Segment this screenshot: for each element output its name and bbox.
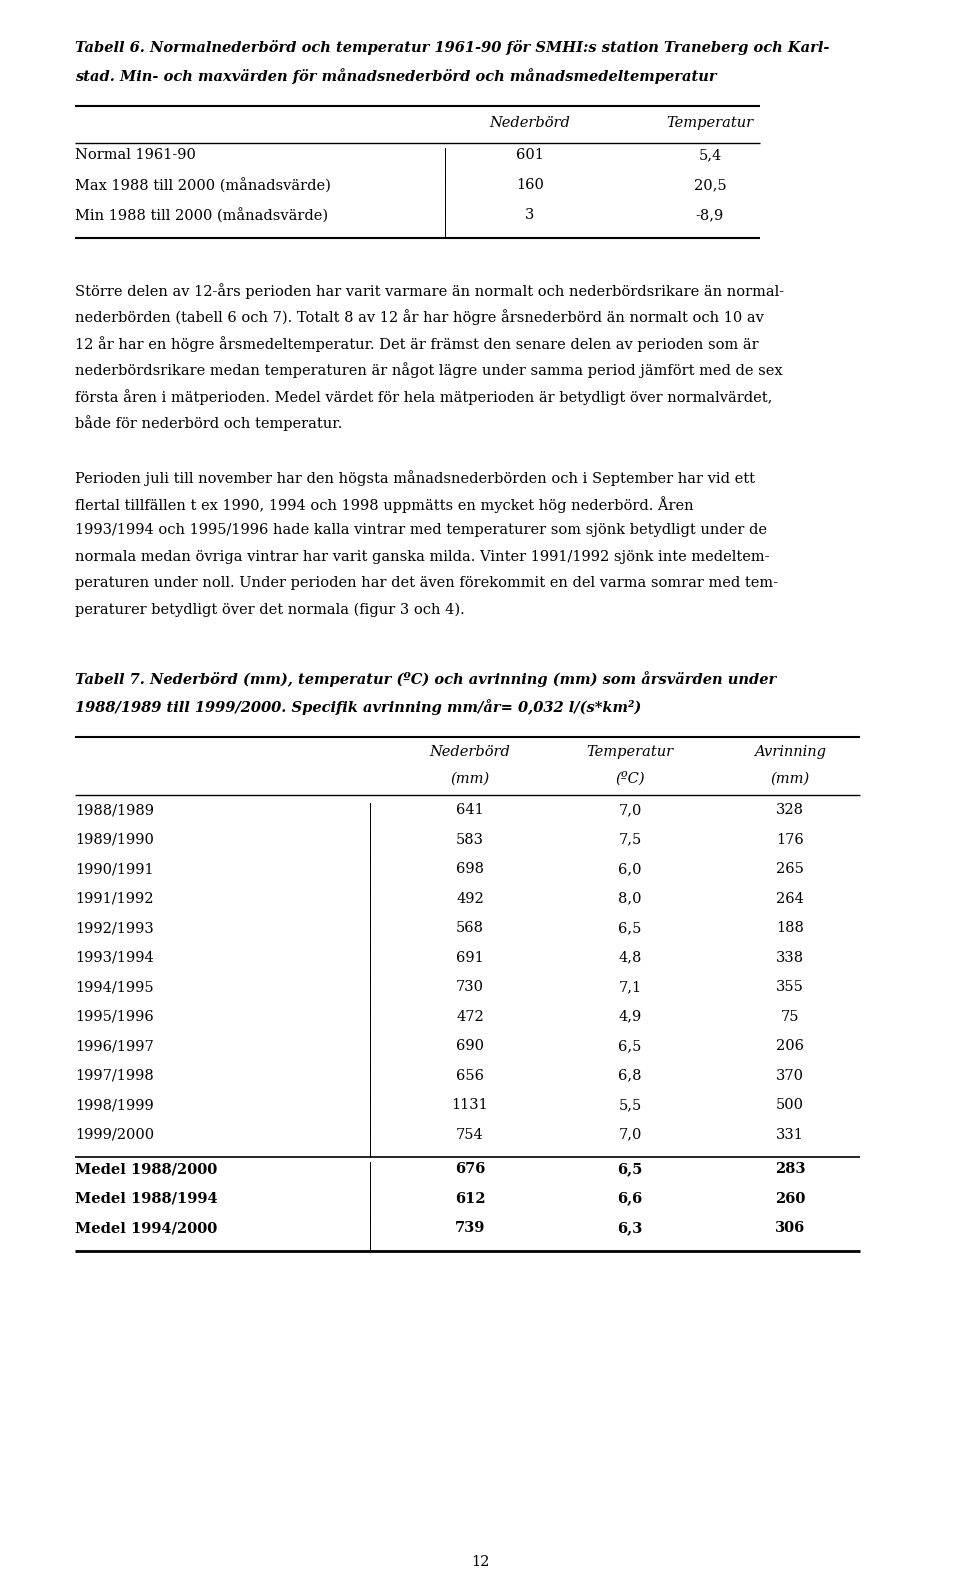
Text: flertal tillfällen t ex 1990, 1994 och 1998 uppmätts en mycket hög nederbörd. År: flertal tillfällen t ex 1990, 1994 och 1… [75,497,694,514]
Text: -8,9: -8,9 [696,207,724,221]
Text: 656: 656 [456,1068,484,1082]
Text: Medel 1994/2000: Medel 1994/2000 [75,1221,217,1236]
Text: 283: 283 [775,1163,805,1175]
Text: första åren i mätperioden. Medel värdet för hela mätperioden är betydligt över n: första åren i mätperioden. Medel värdet … [75,389,773,405]
Text: Nederbörd: Nederbörd [490,115,570,130]
Text: Tabell 6. Normalnederbörd och temperatur 1961-90 för SMHI:s station Traneberg oc: Tabell 6. Normalnederbörd och temperatur… [75,40,829,55]
Text: 370: 370 [776,1068,804,1082]
Text: 188: 188 [776,921,804,935]
Text: 5,5: 5,5 [618,1098,641,1112]
Text: 4,8: 4,8 [618,951,641,965]
Text: 1994/1995: 1994/1995 [75,979,154,993]
Text: 338: 338 [776,951,804,965]
Text: 176: 176 [776,832,804,846]
Text: 1999/2000: 1999/2000 [75,1128,155,1142]
Text: 1991/1992: 1991/1992 [75,892,154,905]
Text: peraturer betydligt över det normala (figur 3 och 4).: peraturer betydligt över det normala (fi… [75,603,465,617]
Text: normala medan övriga vintrar har varit ganska milda. Vinter 1991/1992 sjönk inte: normala medan övriga vintrar har varit g… [75,549,770,563]
Text: nederbörden (tabell 6 och 7). Totalt 8 av 12 år har högre årsnederbörd än normal: nederbörden (tabell 6 och 7). Totalt 8 a… [75,310,764,326]
Text: Större delen av 12-års perioden har varit varmare än normalt och nederbördsrikar: Större delen av 12-års perioden har vari… [75,283,784,299]
Text: Tabell 7. Nederbörd (mm), temperatur (ºC) och avrinning (mm) som årsvärden under: Tabell 7. Nederbörd (mm), temperatur (ºC… [75,671,777,687]
Text: Medel 1988/2000: Medel 1988/2000 [75,1163,217,1175]
Text: 6,6: 6,6 [617,1191,642,1205]
Text: 1992/1993: 1992/1993 [75,921,154,935]
Text: 7,1: 7,1 [618,979,641,993]
Text: både för nederbörd och temperatur.: både för nederbörd och temperatur. [75,416,343,432]
Text: Nederbörd: Nederbörd [429,745,511,759]
Text: 264: 264 [776,892,804,905]
Text: 739: 739 [455,1221,485,1236]
Text: Temperatur: Temperatur [587,745,674,759]
Text: 698: 698 [456,862,484,876]
Text: (mm): (mm) [450,772,490,786]
Text: 568: 568 [456,921,484,935]
Text: 75: 75 [780,1009,800,1024]
Text: 12 år har en högre årsmedeltemperatur. Det är främst den senare delen av periode: 12 år har en högre årsmedeltemperatur. D… [75,335,758,351]
Text: 7,5: 7,5 [618,832,641,846]
Text: 1989/1990: 1989/1990 [75,832,154,846]
Text: 1131: 1131 [451,1098,489,1112]
Text: 1995/1996: 1995/1996 [75,1009,154,1024]
Text: 472: 472 [456,1009,484,1024]
Text: 7,0: 7,0 [618,804,641,816]
Text: 328: 328 [776,804,804,816]
Text: 6,5: 6,5 [618,921,641,935]
Text: 1993/1994 och 1995/1996 hade kalla vintrar med temperaturer som sjönk betydligt : 1993/1994 och 1995/1996 hade kalla vintr… [75,524,767,536]
Text: 7,0: 7,0 [618,1128,641,1142]
Text: 331: 331 [776,1128,804,1142]
Text: 690: 690 [456,1039,484,1054]
Text: Min 1988 till 2000 (månadsvärde): Min 1988 till 2000 (månadsvärde) [75,207,328,223]
Text: 1990/1991: 1990/1991 [75,862,154,876]
Text: Temperatur: Temperatur [666,115,754,130]
Text: 691: 691 [456,951,484,965]
Text: 583: 583 [456,832,484,846]
Text: 5,4: 5,4 [698,149,722,161]
Text: 8,0: 8,0 [618,892,641,905]
Text: 6,5: 6,5 [617,1163,642,1175]
Text: 306: 306 [775,1221,805,1236]
Text: Perioden juli till november har den högsta månadsnederbörden och i September har: Perioden juli till november har den högs… [75,470,755,486]
Text: 1988/1989 till 1999/2000. Specifik avrinning mm/år= 0,032 l/(s*km²): 1988/1989 till 1999/2000. Specifik avrin… [75,699,641,715]
Text: 1997/1998: 1997/1998 [75,1068,154,1082]
Text: 641: 641 [456,804,484,816]
Text: 160: 160 [516,179,544,191]
Text: 730: 730 [456,979,484,993]
Text: Normal 1961-90: Normal 1961-90 [75,149,196,161]
Text: 6,3: 6,3 [617,1221,642,1236]
Text: 1993/1994: 1993/1994 [75,951,154,965]
Text: Avrinning: Avrinning [754,745,826,759]
Text: stad. Min- och maxvärden för månadsnederbörd och månadsmedeltemperatur: stad. Min- och maxvärden för månadsneder… [75,68,716,84]
Text: 355: 355 [776,979,804,993]
Text: 265: 265 [776,862,804,876]
Text: 754: 754 [456,1128,484,1142]
Text: 500: 500 [776,1098,804,1112]
Text: 6,8: 6,8 [618,1068,641,1082]
Text: 6,5: 6,5 [618,1039,641,1054]
Text: 20,5: 20,5 [694,179,727,191]
Text: Medel 1988/1994: Medel 1988/1994 [75,1191,218,1205]
Text: 12: 12 [470,1555,490,1569]
Text: 601: 601 [516,149,544,161]
Text: (ºC): (ºC) [615,772,645,786]
Text: 3: 3 [525,207,535,221]
Text: nederbördsrikare medan temperaturen är något lägre under samma period jämfört me: nederbördsrikare medan temperaturen är n… [75,362,782,378]
Text: (mm): (mm) [770,772,809,786]
Text: 1998/1999: 1998/1999 [75,1098,154,1112]
Text: 206: 206 [776,1039,804,1054]
Text: 612: 612 [455,1191,486,1205]
Text: 4,9: 4,9 [618,1009,641,1024]
Text: 1996/1997: 1996/1997 [75,1039,154,1054]
Text: 6,0: 6,0 [618,862,641,876]
Text: peraturen under noll. Under perioden har det även förekommit en del varma somrar: peraturen under noll. Under perioden har… [75,576,778,590]
Text: 260: 260 [775,1191,805,1205]
Text: Max 1988 till 2000 (månadsvärde): Max 1988 till 2000 (månadsvärde) [75,179,331,193]
Text: 1988/1989: 1988/1989 [75,804,154,816]
Text: 676: 676 [455,1163,485,1175]
Text: 492: 492 [456,892,484,905]
